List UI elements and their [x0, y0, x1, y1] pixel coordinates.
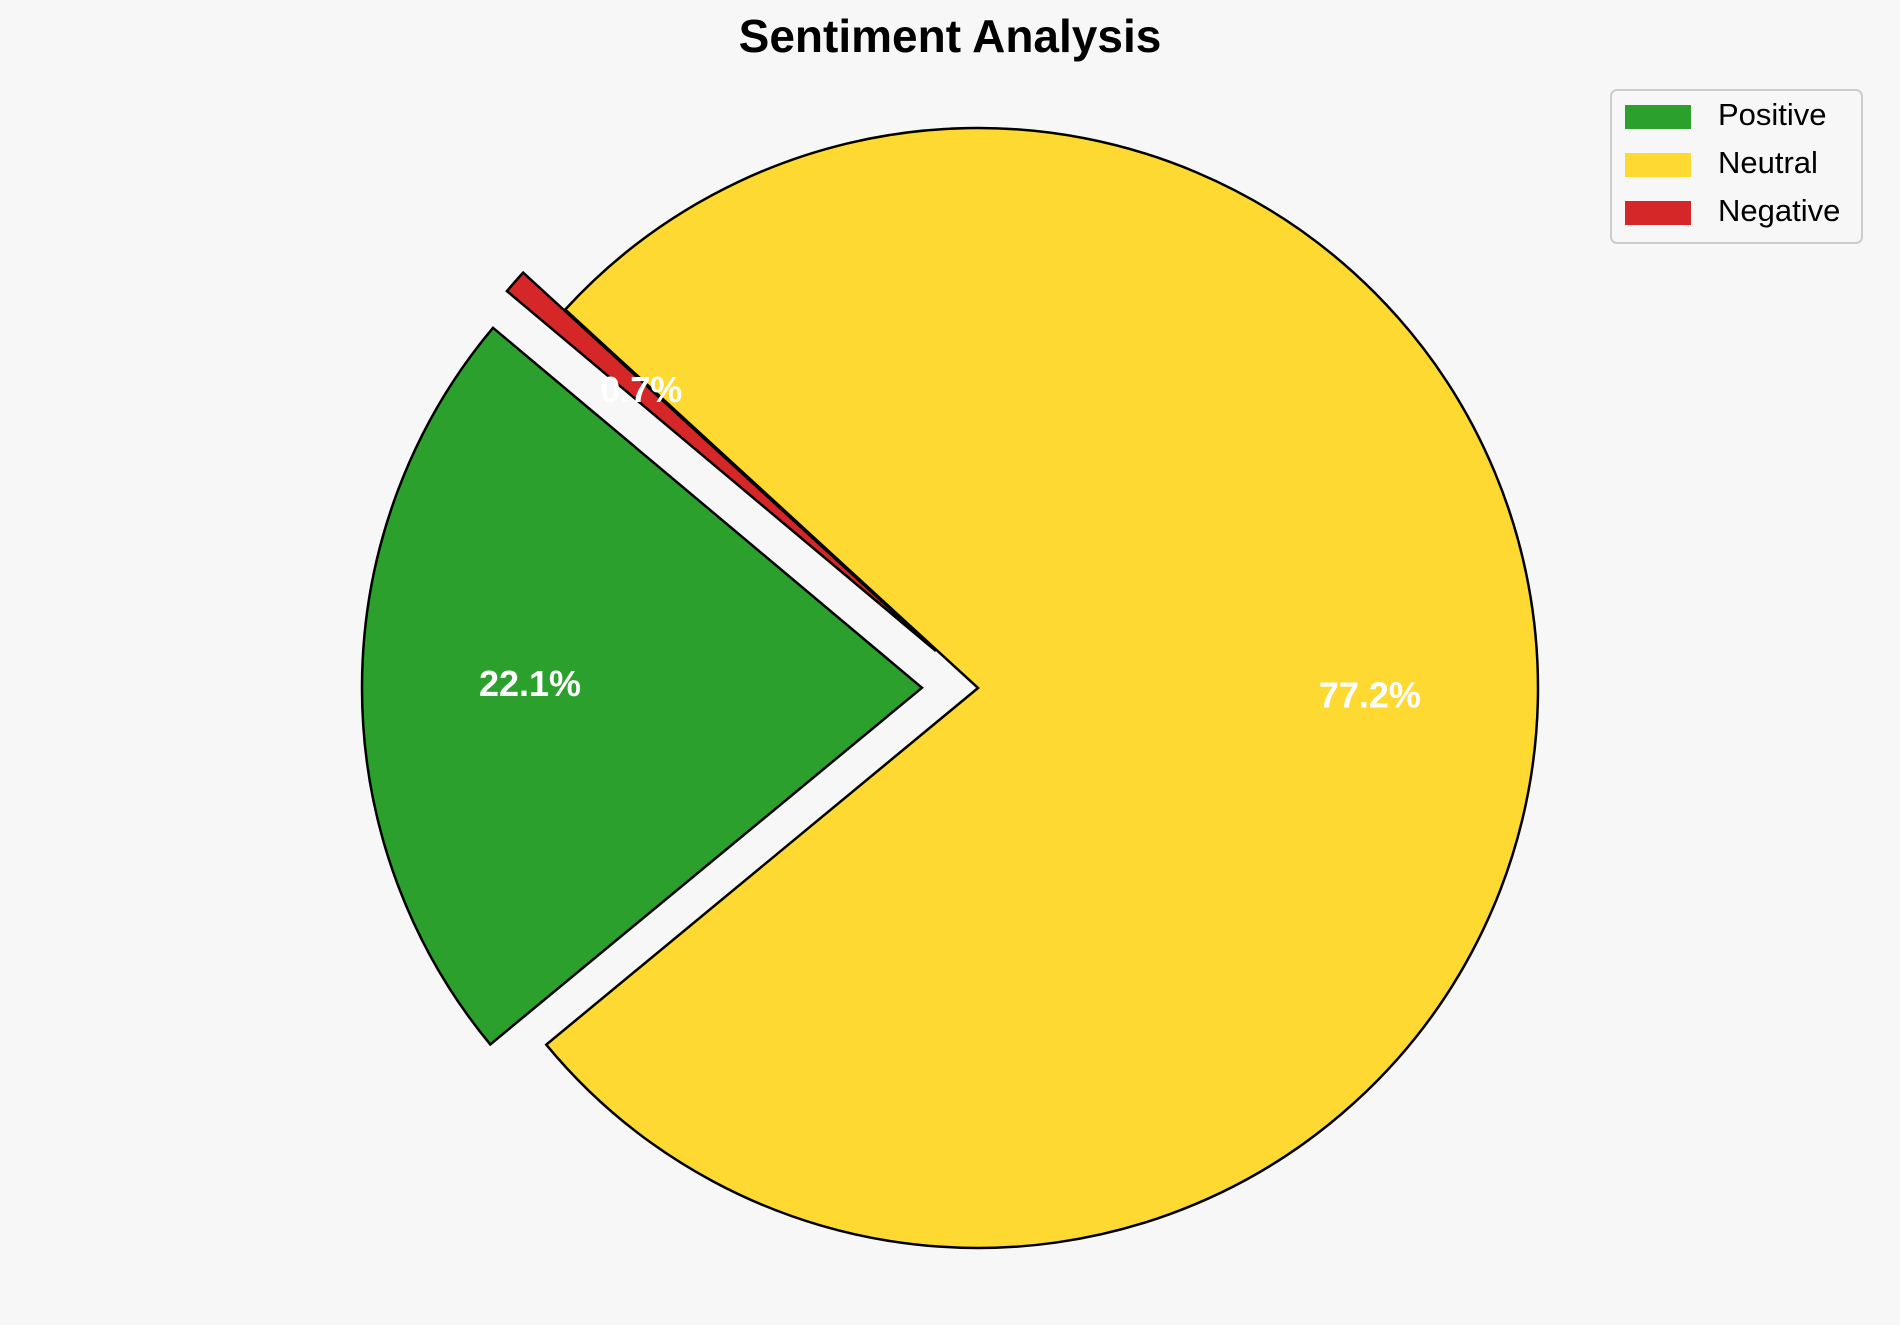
- chart-title: Sentiment Analysis: [739, 10, 1162, 62]
- pie-value-label-negative: 0.7%: [600, 369, 682, 410]
- pie-slices: [360, 126, 1540, 1250]
- pie-slice-neutral: [544, 126, 1540, 1250]
- legend-label-negative: Negative: [1718, 193, 1840, 228]
- legend-swatch-neutral: [1625, 153, 1691, 177]
- legend-label-neutral: Neutral: [1718, 145, 1818, 180]
- pie-slice-positive: [360, 326, 924, 1047]
- pie-value-labels: 22.1% 77.2% 0.7%: [479, 369, 1421, 716]
- pie-value-label-neutral: 77.2%: [1319, 675, 1421, 716]
- legend: Positive Neutral Negative: [1610, 89, 1863, 244]
- legend-swatch-positive: [1625, 105, 1691, 129]
- pie-slice-negative: [505, 270, 937, 653]
- legend-label-positive: Positive: [1718, 97, 1827, 132]
- pie-value-label-positive: 22.1%: [479, 663, 581, 704]
- legend-swatch-negative: [1625, 201, 1691, 225]
